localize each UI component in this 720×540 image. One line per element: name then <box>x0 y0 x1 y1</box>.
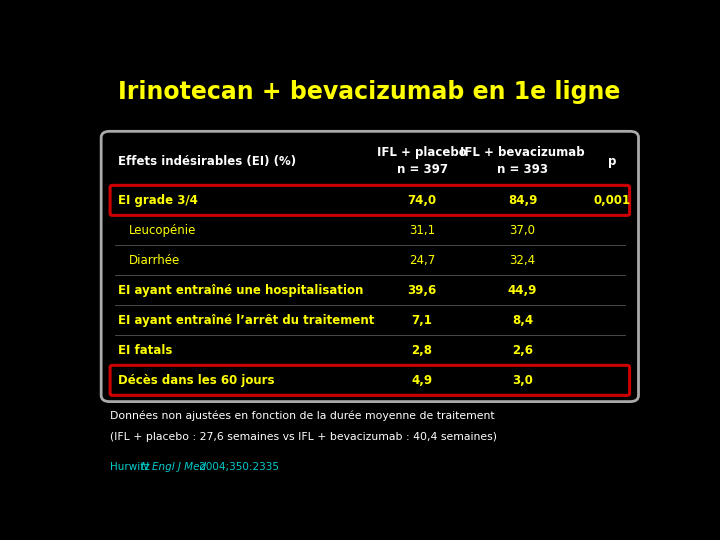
Text: EI grade 3/4: EI grade 3/4 <box>118 194 198 207</box>
Text: 7,1: 7,1 <box>412 314 433 327</box>
Text: EI ayant entraîné l’arrêt du traitement: EI ayant entraîné l’arrêt du traitement <box>118 314 374 327</box>
Text: IFL + bevacizumab
n = 393: IFL + bevacizumab n = 393 <box>460 146 585 177</box>
Text: 74,0: 74,0 <box>408 194 436 207</box>
FancyBboxPatch shape <box>110 185 629 215</box>
Text: Irinotecan + bevacizumab en 1e ligne: Irinotecan + bevacizumab en 1e ligne <box>118 80 620 104</box>
Text: 39,6: 39,6 <box>408 284 436 297</box>
Text: Effets indésirables (EI) (%): Effets indésirables (EI) (%) <box>118 155 296 168</box>
Text: EI ayant entraîné une hospitalisation: EI ayant entraîné une hospitalisation <box>118 284 364 297</box>
Text: 4,9: 4,9 <box>411 374 433 387</box>
Text: 2004;350:2335: 2004;350:2335 <box>196 462 279 472</box>
Text: 32,4: 32,4 <box>509 254 536 267</box>
Text: 0,001: 0,001 <box>593 194 630 207</box>
Text: 31,1: 31,1 <box>409 224 435 237</box>
Text: 2,6: 2,6 <box>512 344 533 357</box>
Text: 3,0: 3,0 <box>512 374 533 387</box>
Text: Leucopénie: Leucopénie <box>129 224 197 237</box>
Text: 37,0: 37,0 <box>510 224 536 237</box>
Text: EI fatals: EI fatals <box>118 344 172 357</box>
Text: Hurwitz: Hurwitz <box>109 462 153 472</box>
FancyBboxPatch shape <box>110 366 629 395</box>
Text: Données non ajustées en fonction de la durée moyenne de traitement: Données non ajustées en fonction de la d… <box>109 410 494 421</box>
FancyBboxPatch shape <box>101 131 639 402</box>
Text: 8,4: 8,4 <box>512 314 533 327</box>
Text: 84,9: 84,9 <box>508 194 537 207</box>
Text: Diarrhée: Diarrhée <box>129 254 180 267</box>
Text: 24,7: 24,7 <box>409 254 435 267</box>
Text: IFL + placebo
n = 397: IFL + placebo n = 397 <box>377 146 467 177</box>
Text: p: p <box>608 155 616 168</box>
Text: 2,8: 2,8 <box>412 344 433 357</box>
Text: Décès dans les 60 jours: Décès dans les 60 jours <box>118 374 274 387</box>
Text: N Engl J Med: N Engl J Med <box>141 462 207 472</box>
Text: (IFL + placebo : 27,6 semaines vs IFL + bevacizumab : 40,4 semaines): (IFL + placebo : 27,6 semaines vs IFL + … <box>109 432 497 442</box>
Text: 44,9: 44,9 <box>508 284 537 297</box>
